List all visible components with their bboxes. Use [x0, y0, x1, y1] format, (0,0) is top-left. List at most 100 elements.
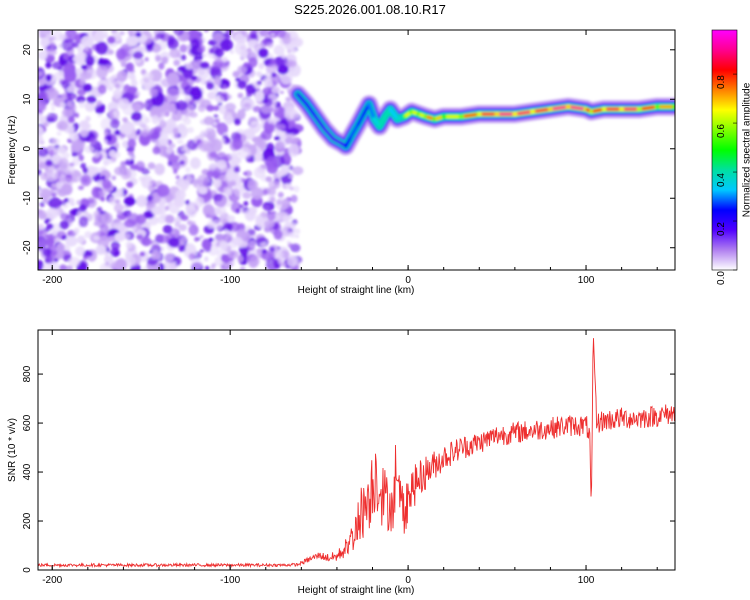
noise-blob: [229, 50, 234, 54]
x-tick-label: 100: [578, 275, 595, 286]
noise-blob: [40, 38, 50, 48]
noise-blob: [100, 175, 106, 180]
noise-blob: [197, 174, 209, 188]
noise-blob: [176, 179, 190, 189]
ridge-peak: [534, 108, 549, 113]
noise-blob: [97, 113, 103, 118]
ridge-peak: [592, 108, 603, 113]
noise-blob: [38, 236, 47, 251]
noise-blob: [103, 255, 114, 264]
y-tick-label: 200: [22, 512, 33, 529]
noise-blob: [100, 117, 113, 131]
noise-blob: [179, 44, 188, 53]
noise-blob: [63, 62, 76, 77]
noise-blob: [256, 248, 264, 254]
noise-blob: [162, 224, 173, 234]
noise-blob: [203, 208, 216, 217]
y-tick-label: 800: [22, 365, 33, 382]
ridge-peak: [404, 111, 412, 118]
noise-blob: [270, 33, 275, 37]
noise-blob: [287, 60, 297, 68]
noise-blob: [166, 87, 180, 101]
noise-blob: [249, 185, 257, 191]
noise-blob: [59, 264, 67, 270]
noise-blob: [178, 245, 186, 252]
noise-blob: [84, 231, 92, 239]
noise-blob: [38, 223, 45, 230]
noise-blob: [201, 53, 207, 58]
noise-blob: [38, 168, 42, 176]
noise-blob: [295, 234, 300, 239]
noise-blob: [95, 41, 108, 55]
noise-blob: [110, 247, 120, 258]
colorbar-tick-label: 0.6: [716, 124, 727, 138]
noise-blob: [213, 33, 225, 43]
noise-blob: [38, 188, 52, 200]
noise-blob: [59, 101, 66, 108]
noise-blob: [52, 230, 58, 237]
noise-blob: [267, 119, 273, 124]
noise-blob: [265, 156, 278, 170]
noise-blob: [255, 71, 263, 77]
noise-blob: [165, 205, 170, 211]
noise-blob: [77, 46, 83, 53]
noise-blob: [139, 251, 146, 257]
noise-blob: [82, 167, 89, 174]
noise-blob: [262, 86, 274, 97]
noise-blob: [205, 126, 212, 132]
noise-blob: [241, 232, 251, 243]
noise-blob: [165, 214, 175, 224]
ridge-peak: [426, 115, 435, 121]
noise-blob: [233, 166, 240, 173]
y-tick-label: 400: [22, 463, 33, 480]
noise-blob: [38, 259, 44, 270]
noise-blob: [281, 198, 291, 209]
snr-y-ticks: 0 200 400 600 800: [22, 365, 675, 573]
noise-blob: [243, 62, 249, 68]
noise-blob: [86, 95, 97, 104]
noise-blob: [221, 253, 228, 261]
y-tick-label: 600: [22, 414, 33, 431]
noise-blob: [93, 31, 105, 43]
noise-blob: [113, 222, 125, 232]
noise-blob: [257, 139, 268, 149]
noise-blob: [84, 145, 94, 154]
noise-blob: [265, 176, 273, 183]
noise-blob: [214, 157, 219, 163]
noise-blob: [188, 252, 195, 261]
noise-blob: [135, 90, 141, 97]
noise-blob: [155, 55, 162, 62]
noise-blob: [280, 53, 286, 59]
x-tick-label: 100: [578, 575, 595, 586]
noise-blob: [260, 241, 267, 247]
noise-blob: [76, 199, 82, 206]
noise-blob: [108, 86, 114, 92]
noise-blob: [206, 221, 217, 229]
ridge-segment: [313, 114, 327, 131]
noise-blob: [45, 74, 52, 82]
noise-blob: [291, 128, 300, 135]
snr-series: [38, 338, 675, 569]
noise-blob: [38, 160, 42, 164]
noise-blob: [78, 185, 84, 190]
noise-blob: [220, 38, 234, 52]
noise-blob: [130, 79, 138, 87]
noise-blob: [219, 91, 229, 101]
noise-blob: [82, 255, 89, 260]
noise-blob: [147, 162, 156, 170]
noise-blob: [288, 173, 294, 179]
noise-blob: [55, 251, 64, 260]
noise-blob: [265, 63, 278, 74]
noise-blob: [265, 142, 275, 154]
noise-blob: [112, 110, 119, 116]
noise-blob: [96, 65, 108, 79]
noise-blob: [45, 159, 53, 167]
noise-blob: [38, 147, 49, 157]
noise-blob: [276, 30, 286, 38]
ridge-segment: [366, 102, 377, 122]
noise-blob: [132, 51, 144, 60]
noise-blob: [45, 61, 52, 69]
noise-blob: [150, 107, 161, 118]
noise-blob: [114, 143, 120, 149]
noise-blob: [190, 258, 203, 270]
